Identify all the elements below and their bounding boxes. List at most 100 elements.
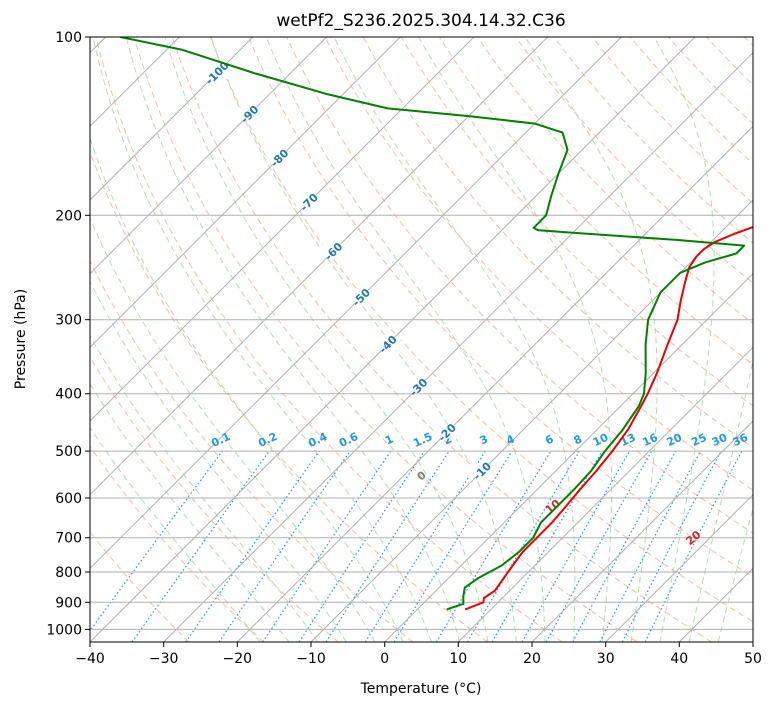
moist-adiabat	[164, 37, 489, 642]
y-tick-label: 100	[55, 30, 82, 46]
moist-adiabat	[265, 37, 546, 642]
mixing-ratio-line	[572, 450, 677, 642]
x-tick-label: −20	[223, 651, 253, 667]
x-tick-label: 20	[523, 651, 541, 667]
dry-adiabat	[133, 37, 638, 642]
isotherm-label-bg	[236, 107, 263, 121]
x-tick-label: −30	[149, 651, 179, 667]
isotherm-label-bg	[320, 244, 347, 258]
mixing-ratio-line	[435, 450, 552, 642]
dry-adiabat	[706, 37, 753, 86]
y-tick-label: 500	[55, 444, 82, 460]
background-lines	[90, 37, 753, 642]
isotherm	[163, 51, 753, 642]
mixing-ratio-line	[262, 450, 392, 642]
mixing-ratio-line	[545, 450, 653, 642]
mixing-ratio-label: 10	[591, 431, 611, 449]
isotherm-label-bg	[266, 150, 293, 164]
isotherm	[531, 420, 753, 642]
dry-adiabat	[95, 37, 563, 642]
isotherm	[384, 272, 753, 642]
mixing-ratio-label: 1.5	[411, 430, 434, 450]
x-tick-label: −40	[75, 651, 105, 667]
x-tick-label: 0	[380, 651, 389, 667]
moist-adiabat	[418, 37, 613, 642]
dry-adiabat	[90, 150, 488, 642]
x-axis-label: Temperature (°C)	[360, 681, 482, 697]
mixing-ratio-label: 8	[572, 432, 584, 447]
moist-adiabat	[90, 280, 347, 642]
dry-adiabat	[477, 37, 753, 325]
y-tick-label: 700	[55, 531, 82, 547]
moist-adiabat	[90, 382, 290, 642]
plot-frame	[89, 36, 754, 643]
x-tick-label: 50	[744, 651, 762, 667]
mixing-ratio-label: 20	[665, 431, 685, 449]
chart-title: wetPf2_S236.2025.304.14.32.C36	[276, 11, 565, 31]
isotherm	[90, 37, 254, 201]
dry-adiabat	[90, 356, 339, 642]
y-tick-label: 800	[55, 565, 82, 581]
mixing-ratio-line	[491, 450, 603, 642]
isotherm-label-bg	[348, 290, 375, 304]
isotherm	[90, 37, 475, 422]
mixing-ratio-label: 36	[731, 431, 751, 449]
isotherm	[752, 641, 753, 642]
dry-adiabat	[591, 37, 753, 204]
isotherm-label-bg	[374, 337, 401, 351]
y-axis-label: Pressure (hPa)	[13, 289, 29, 389]
x-tick-label: 30	[597, 651, 615, 667]
mixing-ratio-line	[185, 450, 320, 642]
x-tick-label: −10	[296, 651, 326, 667]
mixing-ratio-label: 30	[710, 431, 730, 449]
temperature-line	[464, 226, 753, 611]
dewpoint-line	[120, 37, 746, 611]
mixing-ratio-label: 0.1	[209, 430, 232, 450]
moist-adiabat	[688, 358, 753, 642]
mixing-ratio-line	[90, 450, 223, 632]
moist-adiabat	[90, 426, 261, 642]
y-tick-label: 900	[55, 595, 82, 611]
mixing-ratio-line	[599, 450, 702, 642]
dry-adiabat	[90, 445, 264, 642]
moist-adiabat	[653, 37, 715, 642]
isotherm-label-bg	[295, 195, 322, 209]
isotherm	[605, 493, 753, 642]
dry-adiabat	[400, 37, 753, 407]
isotherm	[90, 37, 622, 570]
y-tick-label: 300	[55, 313, 82, 329]
y-tick-label: 200	[55, 208, 82, 224]
line-labels: 0.1 0.2 0.4 0.6 1 1.5 2 3 4 6 8 10 13 16 20 25 30 36-100-…	[203, 59, 751, 548]
isotherm	[90, 37, 549, 496]
mixing-ratio-line	[298, 450, 425, 642]
dry-adiabat	[248, 37, 753, 578]
moist-adiabat	[90, 216, 376, 642]
dry-adiabat	[324, 37, 753, 491]
isotherm-label-bg	[204, 66, 230, 79]
dry-adiabat	[629, 37, 753, 165]
x-tick-label: 10	[449, 651, 467, 667]
dry-adiabat	[90, 259, 414, 642]
moist-adiabat	[717, 506, 753, 642]
mixing-ratio-label: 0.6	[337, 430, 360, 450]
dry-adiabat	[668, 37, 753, 125]
mixing-ratio-line	[393, 450, 513, 642]
mixing-ratio-label: 0.4	[306, 430, 329, 450]
y-axis: 100 200 300 400 500 600 700 800 900 1000	[46, 30, 90, 638]
moist-adiabat	[333, 37, 576, 642]
mixing-ratio-label: 6	[543, 432, 556, 447]
moist-adiabat	[90, 334, 319, 642]
moist-adiabat	[90, 136, 404, 642]
series-lines	[120, 37, 753, 611]
moist-adiabat	[92, 37, 432, 642]
mixing-ratio-line	[325, 450, 450, 642]
isotherm	[236, 125, 753, 642]
mixing-ratio-line	[364, 450, 486, 642]
x-axis: −40 −30 −20 −10 0 10 20 30 40 50	[75, 642, 762, 667]
isotherm	[90, 37, 401, 349]
y-tick-label: 1000	[46, 622, 82, 638]
isotherm-label: -50	[350, 286, 373, 309]
isotherm	[90, 37, 328, 275]
isotherm	[457, 346, 753, 642]
